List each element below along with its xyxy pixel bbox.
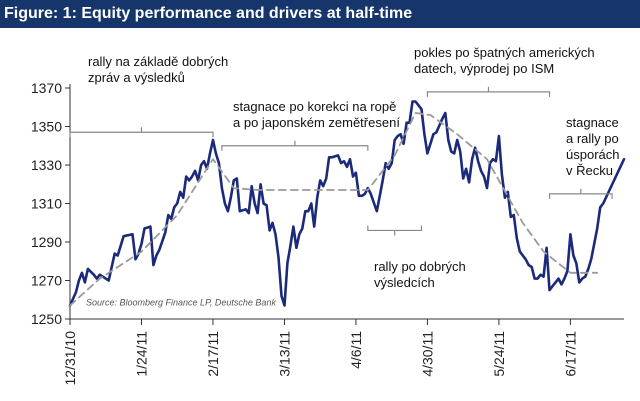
- annotation-label: stagnace: [566, 115, 619, 130]
- y-tick-label: 1330: [31, 157, 62, 173]
- y-tick-label: 1310: [31, 196, 62, 212]
- x-tick-label: 6/17/11: [562, 331, 578, 377]
- annotation-label: pokles po špatných amerických: [414, 45, 595, 60]
- x-tick-label: 5/24/11: [491, 331, 507, 377]
- annotation-label: rally po dobrých: [374, 259, 466, 274]
- source-note: Source: Bloomberg Finance LP, Deutsche B…: [86, 298, 276, 308]
- annotation-label: stagnace po korekci na ropě: [233, 99, 396, 114]
- x-tick-label: 12/31/10: [62, 331, 78, 386]
- annotation-bracket: [221, 145, 369, 151]
- annotation-label: rally na základě dobrých: [88, 54, 228, 69]
- y-tick-label: 1370: [31, 80, 62, 96]
- annotation-label: a rally po: [566, 131, 619, 146]
- annotation-bracket: [69, 131, 214, 138]
- annotation-label: výsledcích: [374, 275, 435, 290]
- x-tick-label: 2/17/11: [205, 331, 221, 377]
- chart-title: Figure: 1: Equity performance and driver…: [4, 5, 413, 22]
- annotation-label: datech, výprodej po ISM: [414, 61, 554, 76]
- annotation-bracket: [426, 91, 551, 97]
- annotation-label: a po japonském zemětřesení: [233, 115, 400, 130]
- annotation-label: v Řecku: [566, 163, 613, 178]
- annotation-label: úsporách: [566, 147, 619, 162]
- y-tick-label: 1250: [31, 311, 62, 327]
- x-tick-label: 4/30/11: [419, 331, 435, 377]
- annotation-bracket: [548, 193, 613, 199]
- y-tick-label: 1350: [31, 119, 62, 135]
- x-tick-label: 4/6/11: [348, 331, 364, 369]
- equity-index-line: [68, 100, 626, 307]
- annotation-bracket: [367, 225, 423, 232]
- annotation-label: zpráv a výsledků: [88, 70, 185, 85]
- trend-line-dashed: [69, 112, 599, 307]
- figure-title-bar: Figure: 1: Equity performance and driver…: [0, 0, 640, 28]
- x-tick-label: 3/13/11: [276, 331, 292, 377]
- x-tick-label: 1/24/11: [133, 331, 149, 377]
- y-tick-label: 1290: [31, 234, 62, 250]
- y-tick-label: 1270: [31, 273, 62, 289]
